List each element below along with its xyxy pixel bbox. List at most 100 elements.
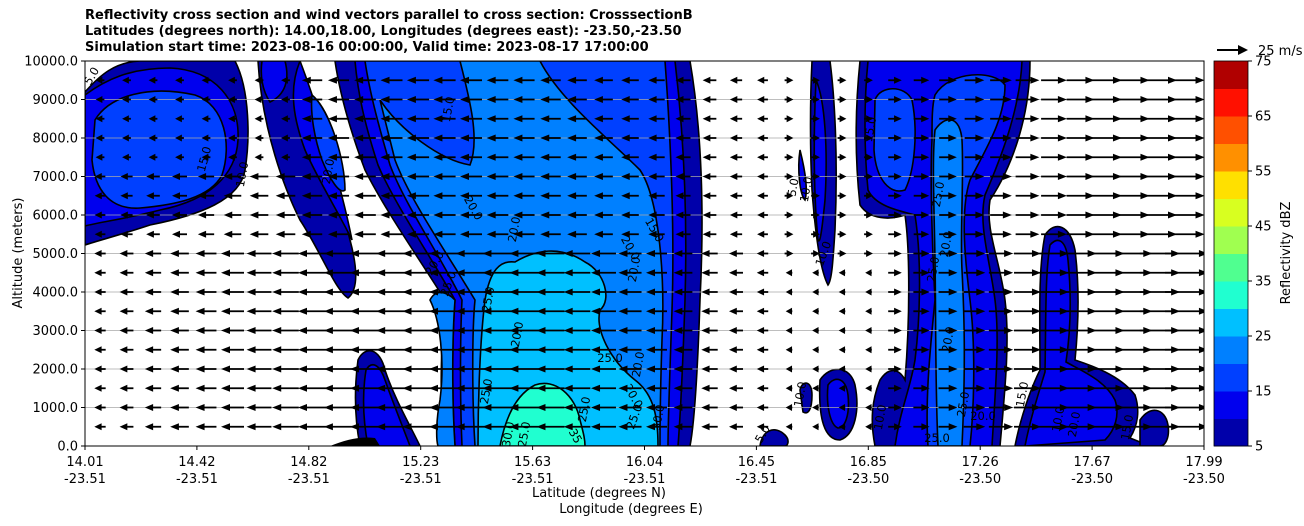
wind-vector-head	[618, 423, 628, 431]
wind-vector-head	[246, 423, 256, 431]
wind-vector-head	[563, 346, 573, 354]
wind-vector-head	[756, 423, 765, 431]
contour-label: 15.0	[439, 95, 457, 123]
wind-vector-head	[567, 153, 577, 161]
wind-vector-head	[675, 153, 684, 161]
wind-vector-head	[894, 211, 902, 219]
wind-vector-head	[459, 153, 469, 161]
wind-vector-head	[591, 269, 601, 277]
wind-vector-head	[1112, 76, 1122, 84]
wind-vector-head	[786, 115, 794, 123]
wind-vector-head	[349, 288, 359, 296]
wind-vector-head	[976, 346, 986, 354]
wind-vector-head	[675, 230, 684, 238]
wind-vector-head	[618, 250, 628, 257]
wind-vector-head	[95, 153, 103, 161]
wind-vector-head	[122, 134, 129, 142]
wind-vector-head	[567, 173, 577, 180]
wind-vector-head	[402, 250, 412, 257]
wind-vector-head	[701, 250, 710, 257]
wind-vector-head	[119, 269, 128, 277]
wind-vector-head	[729, 423, 737, 431]
wind-vector-head	[865, 288, 872, 296]
wind-vector-head	[95, 76, 103, 84]
wind-vector-head	[894, 96, 902, 103]
wind-vector-head	[894, 173, 902, 180]
wind-vector-head	[813, 134, 820, 142]
wind-vector-head	[1112, 173, 1122, 180]
wind-vector-head	[757, 153, 765, 161]
wind-vector-head	[894, 76, 902, 84]
x-axis-ticks: 14.01 -23.51 14.42 -23.51 14.82 -23.51 15.23 -2…	[64, 446, 1225, 487]
wind-vector-head	[429, 327, 439, 334]
wind-vector-head	[563, 250, 573, 257]
wind-vector-head	[94, 365, 102, 373]
wind-vector-head	[621, 192, 630, 200]
wind-vector-head	[144, 404, 154, 411]
wind-vector-head	[1057, 96, 1067, 103]
wind-vector-head	[563, 423, 573, 431]
wind-vector-head	[433, 115, 443, 123]
wind-vector-head	[591, 346, 601, 354]
wind-vector-head	[459, 115, 469, 123]
wind-vector-head	[120, 173, 128, 180]
wind-vector-head	[701, 346, 710, 354]
wind-vector-head	[433, 192, 443, 200]
wind-vector-head	[594, 173, 603, 180]
wind-vector-head	[327, 192, 337, 200]
contour-label: 20.0	[939, 325, 957, 353]
wind-vector-head	[594, 230, 603, 238]
wind-vector-head	[1198, 365, 1204, 373]
wind-vector-head	[812, 384, 819, 392]
wind-vector-head	[976, 404, 986, 411]
wind-vector-head	[455, 288, 465, 296]
wind-vector-head	[673, 327, 683, 334]
y-tick-label: 4000.0	[33, 286, 79, 301]
wind-vector-head	[813, 230, 820, 238]
wind-vector-head	[513, 134, 523, 142]
wind-vector-head	[1195, 211, 1204, 219]
wind-vector-head	[513, 173, 523, 180]
wind-vector-head	[1198, 384, 1204, 392]
wind-vector-head	[323, 365, 333, 373]
wind-vector-head	[201, 96, 209, 103]
wind-vector-head	[144, 423, 154, 431]
wind-vector-head	[272, 307, 282, 315]
wind-vector-head	[948, 269, 958, 277]
wind-vector-head	[275, 230, 285, 238]
wind-vector-head	[675, 96, 684, 103]
wind-vector-head	[144, 250, 154, 257]
wind-vector-head	[406, 192, 416, 200]
wind-vector-head	[482, 404, 492, 411]
wind-vector-head	[482, 307, 492, 315]
wind-vector-head	[812, 365, 819, 373]
wind-vector-head	[223, 173, 233, 180]
wind-vector-head	[1030, 96, 1040, 103]
wind-vector-head	[675, 173, 684, 180]
wind-vector-head	[702, 96, 711, 103]
wind-vector-head	[406, 76, 416, 84]
wind-vector-head	[591, 288, 601, 296]
wind-vector-head	[201, 134, 209, 142]
wind-vector-head	[246, 384, 256, 392]
wind-vector-head	[594, 76, 603, 84]
wind-vector-head	[402, 365, 412, 373]
x-tick-label-lon: -23.50	[1071, 472, 1113, 487]
wind-vector-head	[1085, 96, 1095, 103]
wind-vector-head	[1002, 230, 1012, 238]
wind-vector-head	[175, 134, 182, 142]
wind-vector-head	[246, 307, 256, 315]
x-tick-label-lon: -23.50	[959, 472, 1001, 487]
contour-label: 20.0	[319, 157, 337, 185]
wind-vector-head	[729, 269, 737, 277]
wind-vector-head	[948, 173, 957, 180]
wind-vector-head	[756, 327, 765, 334]
wind-vector-head	[645, 288, 655, 296]
wind-vector-head	[673, 404, 683, 411]
wind-vector-head	[839, 230, 847, 238]
wind-vector-head	[148, 76, 156, 84]
colorbar-swatch	[1214, 61, 1248, 89]
wind-vector-head	[729, 327, 737, 334]
wind-vector-head	[486, 192, 496, 200]
wind-vector-head	[786, 230, 794, 238]
